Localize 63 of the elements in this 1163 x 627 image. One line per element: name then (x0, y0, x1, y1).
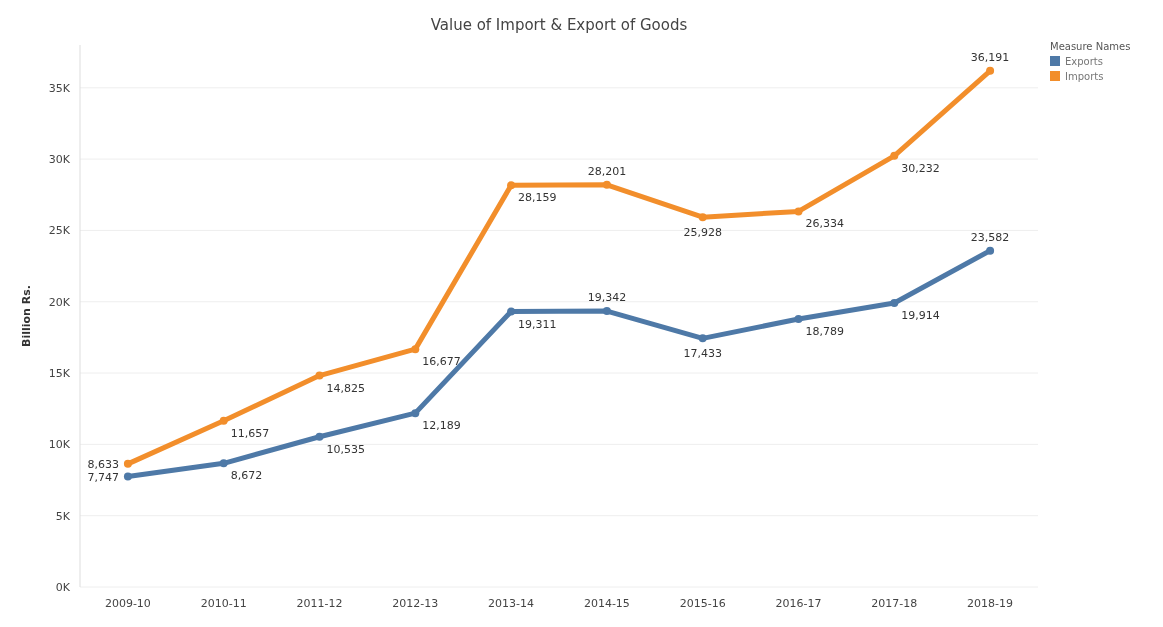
x-tick-label: 2014-15 (583, 597, 630, 610)
y-tick-label: 10K (48, 438, 71, 452)
point (315, 371, 324, 380)
chart-title: Value of Import & Export of Goods (430, 16, 688, 34)
data-label: 17,433 (683, 347, 722, 361)
data-label: 19,342 (587, 291, 627, 305)
data-label: 25,928 (683, 226, 722, 240)
y-tick-label: 15K (48, 367, 71, 381)
point (890, 151, 899, 160)
y-tick-label: 25K (48, 224, 71, 238)
data-label: 19,914 (901, 308, 940, 322)
data-label: 26,334 (805, 217, 844, 231)
point (507, 181, 516, 190)
point (794, 315, 803, 324)
data-label: 8,633 (87, 457, 119, 471)
point (602, 307, 611, 316)
point (986, 66, 995, 75)
point (698, 213, 707, 222)
y-tick-label: 30K (48, 153, 71, 167)
x-tick-label: 2011-12 (296, 597, 343, 610)
point (123, 472, 132, 481)
x-tick-label: 2018-19 (967, 597, 1014, 610)
data-label: 28,201 (587, 164, 627, 178)
point (315, 432, 324, 441)
point (219, 459, 228, 468)
data-label: 7,747 (87, 470, 119, 484)
x-tick-label: 2009-10 (104, 597, 151, 610)
data-label: 28,159 (518, 191, 557, 205)
point (986, 246, 995, 255)
point (507, 307, 516, 316)
data-label: 11,657 (230, 426, 270, 440)
data-label: 16,677 (422, 355, 461, 369)
y-tick-label: 5K (55, 509, 71, 523)
legend-label: Imports (1065, 71, 1104, 82)
x-tick-label: 2017-18 (871, 597, 918, 610)
legend-title: Measure Names (1050, 41, 1131, 52)
x-tick-label: 2012-13 (392, 597, 439, 610)
data-label: 36,191 (970, 50, 1010, 64)
data-label: 14,825 (326, 381, 365, 395)
point (602, 180, 611, 189)
point (219, 416, 228, 425)
y-tick-label: 0K (55, 581, 71, 594)
x-tick-label: 2016-17 (775, 597, 822, 610)
x-tick-label: 2010-11 (200, 597, 247, 610)
point (698, 334, 707, 343)
y-axis-title: Billion Rs. (20, 285, 33, 347)
x-tick-label: 2013-14 (488, 597, 535, 610)
data-label: 10,535 (326, 442, 365, 456)
point (794, 207, 803, 216)
data-label: 19,311 (518, 317, 557, 331)
y-tick-label: 35K (48, 81, 71, 95)
point (411, 345, 420, 354)
legend-label: Exports (1065, 56, 1103, 67)
data-label: 12,189 (422, 419, 461, 433)
point (123, 459, 132, 468)
point (411, 409, 420, 418)
point (890, 298, 899, 307)
y-tick-label: 20K (48, 295, 71, 309)
x-tick-label: 2015-16 (679, 597, 726, 610)
data-label: 23,582 (970, 230, 1010, 244)
data-label: 8,672 (230, 469, 263, 483)
data-label: 30,232 (901, 161, 940, 175)
data-label: 18,789 (805, 325, 844, 339)
